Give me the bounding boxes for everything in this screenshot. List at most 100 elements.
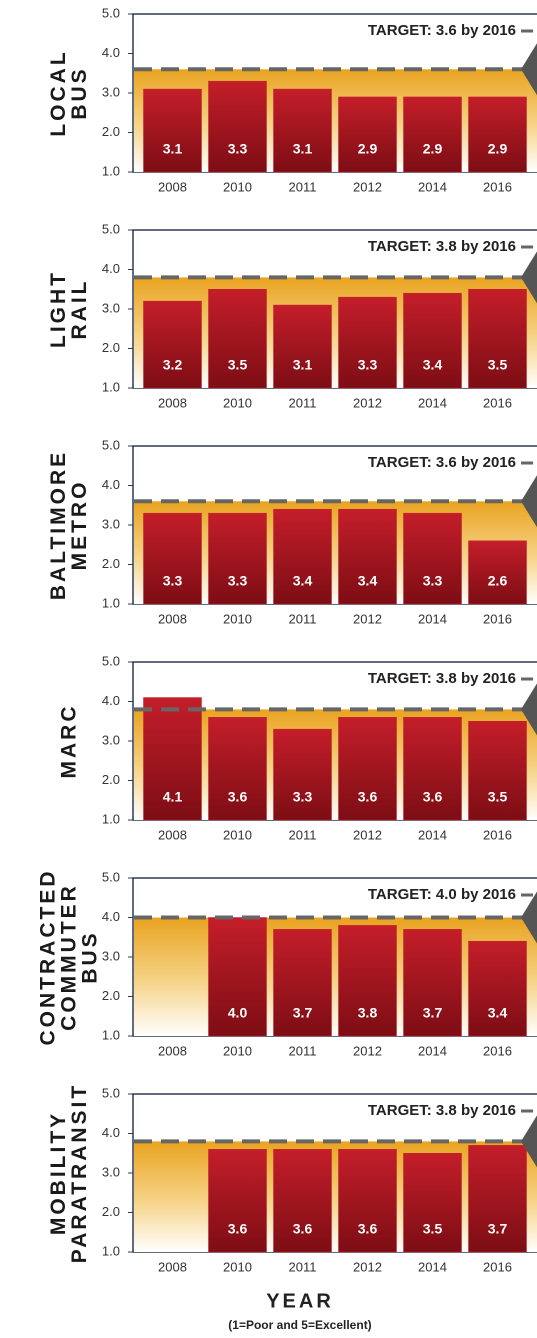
value-label: 3.3: [423, 573, 443, 589]
value-label: 2.6: [488, 573, 508, 589]
bar: [209, 513, 267, 604]
value-label: 4.1: [163, 789, 183, 805]
y-tick-label: 2.0: [102, 340, 120, 355]
x-tick-label: 2012: [353, 611, 382, 626]
y-tick-label: 1.0: [102, 595, 120, 610]
value-label: 3.6: [293, 1221, 313, 1237]
x-tick-label: 2012: [353, 827, 382, 842]
bar: [274, 729, 332, 820]
value-label: 2.9: [488, 141, 508, 157]
bar: [209, 81, 267, 172]
x-tick-label: 2011: [289, 1043, 317, 1058]
x-tick-label: 2010: [223, 179, 252, 194]
chart-title-line: BUS: [68, 66, 91, 119]
x-tick-label: 2012: [353, 1043, 382, 1058]
bar: [144, 513, 202, 604]
target-label: TARGET: 3.8 by 2016: [368, 238, 516, 255]
value-label: 3.1: [293, 141, 313, 157]
y-tick-label: 5.0: [102, 653, 120, 668]
value-label: 3.5: [423, 1221, 443, 1237]
x-tick-label: 2016: [483, 611, 512, 626]
bar: [274, 89, 332, 172]
bar: [469, 289, 527, 388]
chart-title-line: MOBILITY: [47, 1111, 70, 1235]
bar: [339, 509, 397, 604]
y-tick-label: 3.0: [102, 948, 120, 963]
y-tick-label: 4.0: [102, 261, 120, 276]
value-label: 3.3: [163, 573, 183, 589]
target-label: TARGET: 4.0 by 2016: [368, 886, 516, 903]
x-tick-label: 2010: [223, 1043, 252, 1058]
target-label: TARGET: 3.6 by 2016: [368, 22, 516, 39]
x-tick-label: 2010: [223, 1259, 252, 1274]
value-label: 3.3: [293, 789, 313, 805]
chart-title-line: COMMUTER: [58, 883, 81, 1031]
y-tick-label: 3.0: [102, 516, 120, 531]
bar: [209, 289, 267, 388]
x-tick-label: 2011: [289, 1259, 317, 1274]
chart-title-line: CONTRACTED: [37, 869, 60, 1046]
axis-title: YEAR: [266, 1290, 334, 1312]
y-tick-label: 1.0: [102, 163, 120, 178]
y-tick-label: 5.0: [102, 5, 120, 20]
x-tick-label: 2012: [353, 395, 382, 410]
value-label: 3.4: [488, 1005, 508, 1021]
y-tick-label: 2.0: [102, 772, 120, 787]
x-tick-label: 2016: [483, 1259, 512, 1274]
value-label: 3.3: [228, 573, 248, 589]
y-tick-label: 3.0: [102, 732, 120, 747]
x-tick-label: 2016: [483, 179, 512, 194]
y-tick-label: 5.0: [102, 1085, 120, 1100]
x-tick-label: 2014: [418, 179, 447, 194]
y-tick-label: 2.0: [102, 556, 120, 571]
value-label: 3.3: [228, 141, 248, 157]
y-tick-label: 1.0: [102, 1243, 120, 1258]
x-tick-label: 2016: [483, 1043, 512, 1058]
y-tick-label: 2.0: [102, 124, 120, 139]
bar: [469, 721, 527, 820]
bar: [274, 509, 332, 604]
y-tick-label: 5.0: [102, 221, 120, 236]
x-tick-label: 2014: [418, 1043, 447, 1058]
y-tick-label: 1.0: [102, 811, 120, 826]
x-tick-label: 2010: [223, 827, 252, 842]
bar: [404, 293, 462, 388]
value-label: 2.9: [358, 141, 378, 157]
x-tick-label: 2008: [158, 179, 187, 194]
value-label: 3.4: [358, 573, 378, 589]
y-tick-label: 1.0: [102, 1027, 120, 1042]
x-tick-label: 2014: [418, 395, 447, 410]
y-tick-label: 2.0: [102, 988, 120, 1003]
x-tick-label: 2014: [418, 1259, 447, 1274]
chart-title-line: LOCAL: [47, 49, 70, 136]
target-label: TARGET: 3.6 by 2016: [368, 454, 516, 471]
chart-title-line: BUS: [79, 930, 102, 983]
y-tick-label: 4.0: [102, 693, 120, 708]
y-tick-label: 5.0: [102, 869, 120, 884]
value-label: 3.5: [228, 357, 248, 373]
value-label: 3.7: [488, 1221, 508, 1237]
scale-note: (1=Poor and 5=Excellent): [228, 1318, 371, 1332]
bar: [404, 1153, 462, 1252]
y-tick-label: 4.0: [102, 45, 120, 60]
bar: [339, 297, 397, 388]
x-tick-label: 2008: [158, 1259, 187, 1274]
value-label: 3.1: [293, 357, 313, 373]
chart-title-line: BALTIMORE: [47, 450, 70, 600]
chart-title-line: RAIL: [68, 279, 91, 340]
value-label: 3.4: [293, 573, 313, 589]
page: YEAR (1=Poor and 5=Excellent) 1.0 2.0 3.0 4…: [0, 0, 537, 1338]
value-label: 3.6: [358, 789, 378, 805]
value-label: 3.1: [163, 141, 183, 157]
bar: [274, 305, 332, 388]
x-tick-label: 2012: [353, 1259, 382, 1274]
x-tick-label: 2008: [158, 611, 187, 626]
value-label: 3.6: [423, 789, 443, 805]
x-tick-label: 2014: [418, 827, 447, 842]
x-tick-label: 2011: [289, 395, 317, 410]
y-tick-label: 1.0: [102, 379, 120, 394]
x-tick-label: 2016: [483, 827, 512, 842]
